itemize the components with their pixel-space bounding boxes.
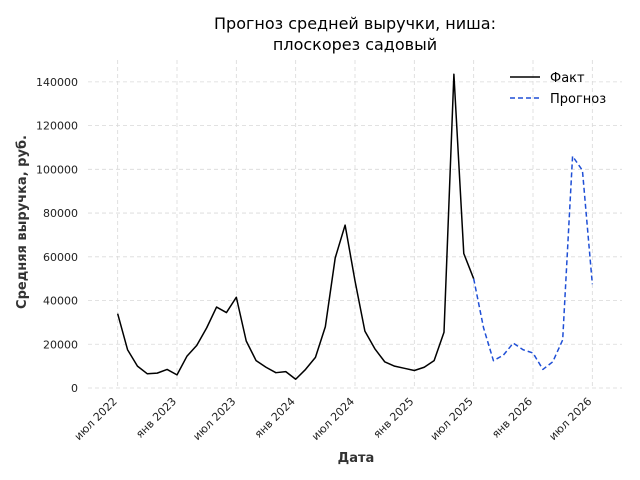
series-line-0 <box>116 73 475 380</box>
y-tick-label: 100000 <box>36 163 78 176</box>
y-tick-label: 60000 <box>43 251 78 264</box>
x-axis-ticks: июл 2022 янв 2023 июл 2023 янв 2024 июл 2024… <box>72 395 595 443</box>
x-tick-label: янв 2023 <box>133 395 179 441</box>
legend: Факт Прогноз <box>510 71 606 107</box>
y-tick-label: 140000 <box>36 76 78 89</box>
chart-title-line-2: плоскорез садовый <box>273 35 437 54</box>
x-tick-label: янв 2024 <box>252 395 298 441</box>
x-axis-label: Дата <box>338 451 375 466</box>
y-tick-label: 120000 <box>36 120 78 133</box>
x-tick-label: июл 2023 <box>190 395 238 443</box>
x-tick-label: июл 2026 <box>546 395 594 443</box>
y-tick-label: 40000 <box>43 295 78 308</box>
chart-title-line-1: Прогноз средней выручки, ниша: <box>214 14 496 33</box>
y-tick-label: 80000 <box>43 207 78 220</box>
y-tick-label: 0 <box>71 382 78 395</box>
chart-title: Прогноз средней выручки, ниша: плоскорез… <box>214 14 496 54</box>
y-tick-label: 20000 <box>43 338 78 351</box>
x-tick-label: июл 2022 <box>72 395 120 443</box>
x-tick-label: июл 2025 <box>428 395 476 443</box>
legend-label-forecast: Прогноз <box>550 92 606 107</box>
x-tick-label: янв 2025 <box>371 395 417 441</box>
series-line-1 <box>472 155 594 371</box>
legend-label-fact: Факт <box>550 71 585 86</box>
x-tick-label: июл 2024 <box>309 395 357 443</box>
grid <box>88 60 622 389</box>
series-lines <box>116 73 594 380</box>
y-axis-ticks: 0 20000 40000 60000 80000 100000 120000 140000 <box>36 76 78 395</box>
x-tick-label: янв 2026 <box>489 395 535 441</box>
y-axis-label: Средняя выручка, руб. <box>15 135 30 309</box>
